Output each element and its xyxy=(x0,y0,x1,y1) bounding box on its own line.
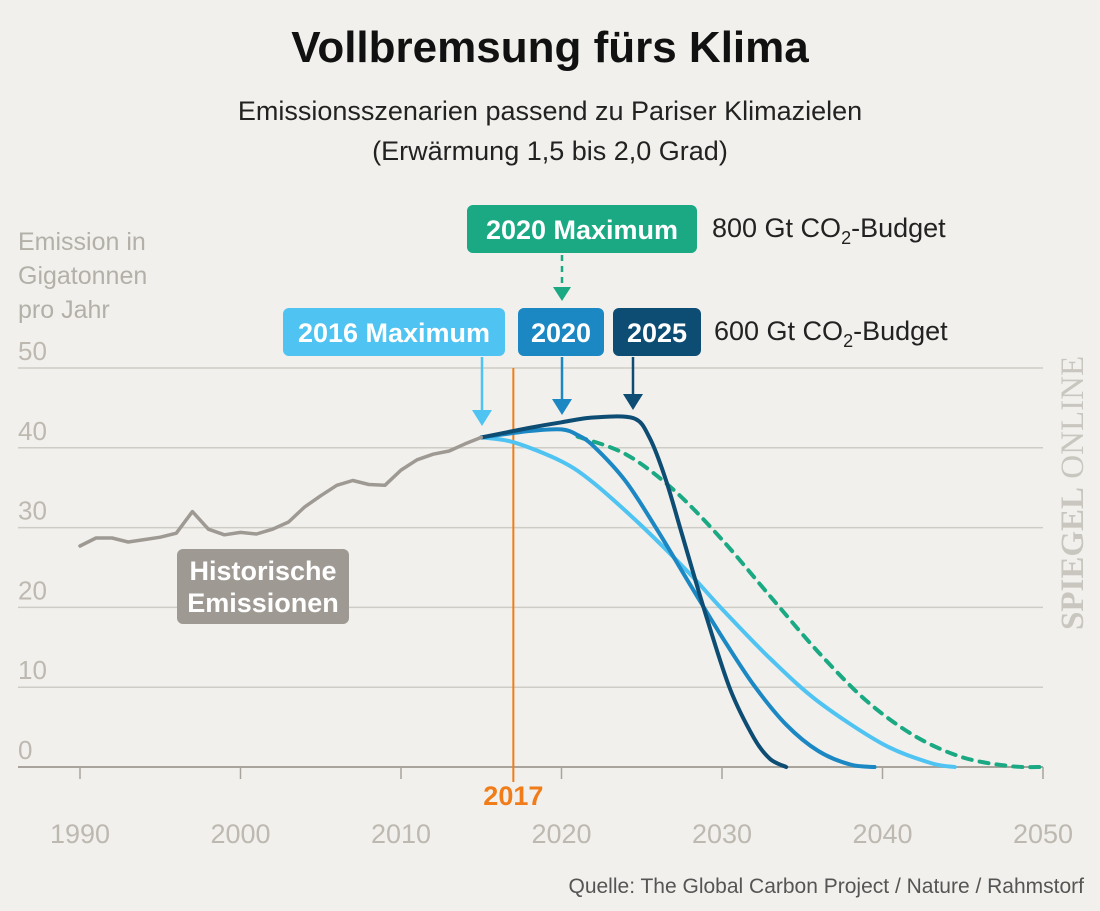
chart-subtitle-line2: (Erwärmung 1,5 bis 2,0 Grad) xyxy=(372,136,728,166)
y-axis-ticks: 0 10 20 30 40 50 xyxy=(18,336,47,765)
budget-600-label: 600 Gt CO2-Budget xyxy=(714,316,948,351)
x-tick-label: 2020 xyxy=(531,819,591,849)
y-tick-label: 40 xyxy=(18,416,47,446)
series-line-2025 xyxy=(479,414,789,769)
x-tick-label: 2040 xyxy=(852,819,912,849)
series-line-2016-maximum xyxy=(479,435,957,769)
budget-800-label: 800 Gt CO2-Budget xyxy=(712,213,946,248)
arrowhead-2020-maximum-green xyxy=(553,287,571,301)
y-axis-label-line2: Gigatonnen xyxy=(18,262,147,290)
series-line-historische-emissionen xyxy=(78,435,484,548)
arrowhead-2020 xyxy=(552,399,572,415)
year-2017-marker-label: 2017 xyxy=(483,781,543,811)
badge-2020-label: 2020 xyxy=(531,318,591,348)
arrowhead-2025 xyxy=(623,394,643,410)
x-tick-label: 2010 xyxy=(371,819,431,849)
x-tick-label: 2030 xyxy=(692,819,752,849)
badge-2025: 2025 xyxy=(613,308,701,356)
arrowhead-2016-maximum xyxy=(472,410,492,426)
x-tick-label: 2050 xyxy=(1013,819,1073,849)
x-tick-label: 1990 xyxy=(50,819,110,849)
chart-subtitle-line1: Emissionsszenarien passend zu Pariser Kl… xyxy=(238,96,862,126)
y-tick-label: 20 xyxy=(18,575,47,605)
badge-2016-maximum: 2016 Maximum xyxy=(283,308,505,356)
x-axis-ticks: 1990 2000 2010 2020 2030 2040 2050 xyxy=(50,767,1073,849)
series-line-2020-maximum xyxy=(575,434,1045,770)
y-axis-label-line1: Emission in xyxy=(18,228,146,256)
badge-2020-maximum-green: 2020 Maximum xyxy=(467,205,697,253)
chart-title: Vollbremsung fürs Klima xyxy=(291,23,809,72)
source-note: Quelle: The Global Carbon Project / Natu… xyxy=(568,875,1084,898)
badge-historical-emissions: Historische Emissionen xyxy=(177,549,349,624)
y-tick-label: 0 xyxy=(18,735,32,765)
y-tick-label: 30 xyxy=(18,496,47,526)
badge-historical-line1: Historische xyxy=(189,556,336,586)
badge-2025-label: 2025 xyxy=(627,318,687,348)
badge-2020-maximum-green-label: 2020 Maximum xyxy=(486,215,678,245)
badge-2016-maximum-label: 2016 Maximum xyxy=(298,318,490,348)
badge-historical-line2: Emissionen xyxy=(187,588,339,618)
y-tick-label: 50 xyxy=(18,336,47,366)
spiegel-online-watermark: SPIEGEL ONLINE xyxy=(1055,356,1091,630)
badge-2020: 2020 xyxy=(518,308,604,356)
y-axis-label-line3: pro Jahr xyxy=(18,296,110,324)
series xyxy=(78,414,1045,770)
y-tick-label: 10 xyxy=(18,655,47,685)
series-line-2020 xyxy=(479,427,877,769)
x-tick-label: 2000 xyxy=(210,819,270,849)
